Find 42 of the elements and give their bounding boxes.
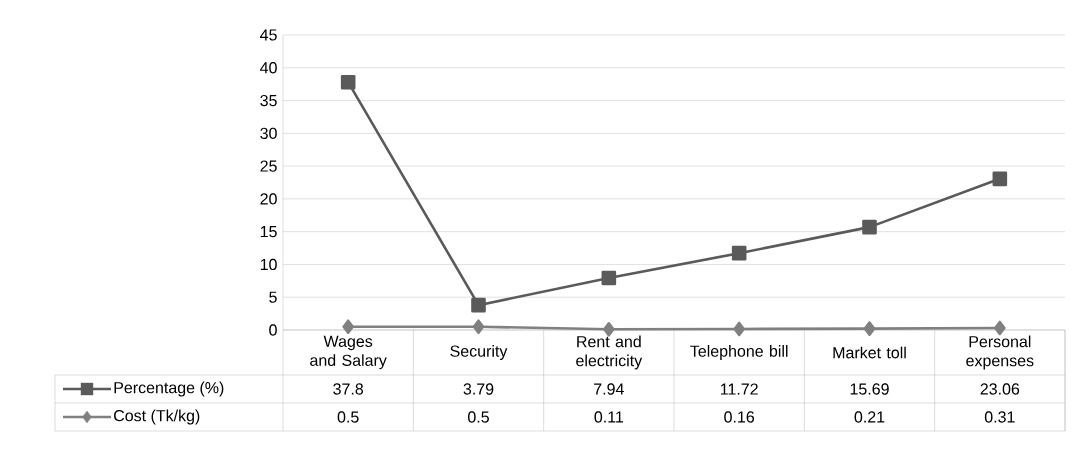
data-label: 37.8 [333,383,364,395]
data-label: 0.31 [984,411,1015,423]
data-label: 7.94 [594,383,624,395]
y-tick-label: 10 [260,258,277,271]
x-tick-label: Wages and Salary [310,335,387,370]
x-tick-label: Telephone bill [690,345,788,360]
y-tick-label: 30 [260,127,277,139]
point [601,270,617,286]
y-tick-label: 0 [269,324,277,336]
point [342,319,354,335]
point [994,320,1006,336]
x-tick-label: Personal expenses [966,335,1034,370]
y-tick-label: 35 [260,94,277,107]
legend-label: Percentage (%) [114,381,224,397]
data-label: 11.72 [720,383,758,395]
x-tick-label: Security [450,345,508,360]
point [471,297,486,313]
point [472,319,485,335]
point [863,321,876,336]
x-tick-label: Market toll [833,346,906,359]
point [731,245,747,261]
data-label: 0.21 [854,411,885,423]
point [603,321,615,337]
y-tick-label: 5 [269,291,277,303]
data-label: 0.11 [594,411,624,423]
y-tick-label: 40 [260,62,277,74]
point [340,74,356,90]
point [733,321,745,337]
y-tick-label: 45 [260,29,277,41]
data-label: 15.69 [850,383,889,395]
data-label: 0.5 [468,411,489,423]
legend-label: Cost (Tk/kg) [114,409,200,425]
point [992,171,1008,187]
data-label: 23.06 [980,383,1020,395]
x-tick-label: Rent and electricity [576,335,643,370]
data-label: 0.5 [337,411,359,423]
data-label: 0.16 [724,411,755,423]
y-tick-label: 15 [260,226,277,238]
y-tick-label: 25 [260,160,277,172]
point [862,219,877,235]
y-tick-label: 20 [260,193,277,205]
data-label: 3.79 [463,383,494,395]
